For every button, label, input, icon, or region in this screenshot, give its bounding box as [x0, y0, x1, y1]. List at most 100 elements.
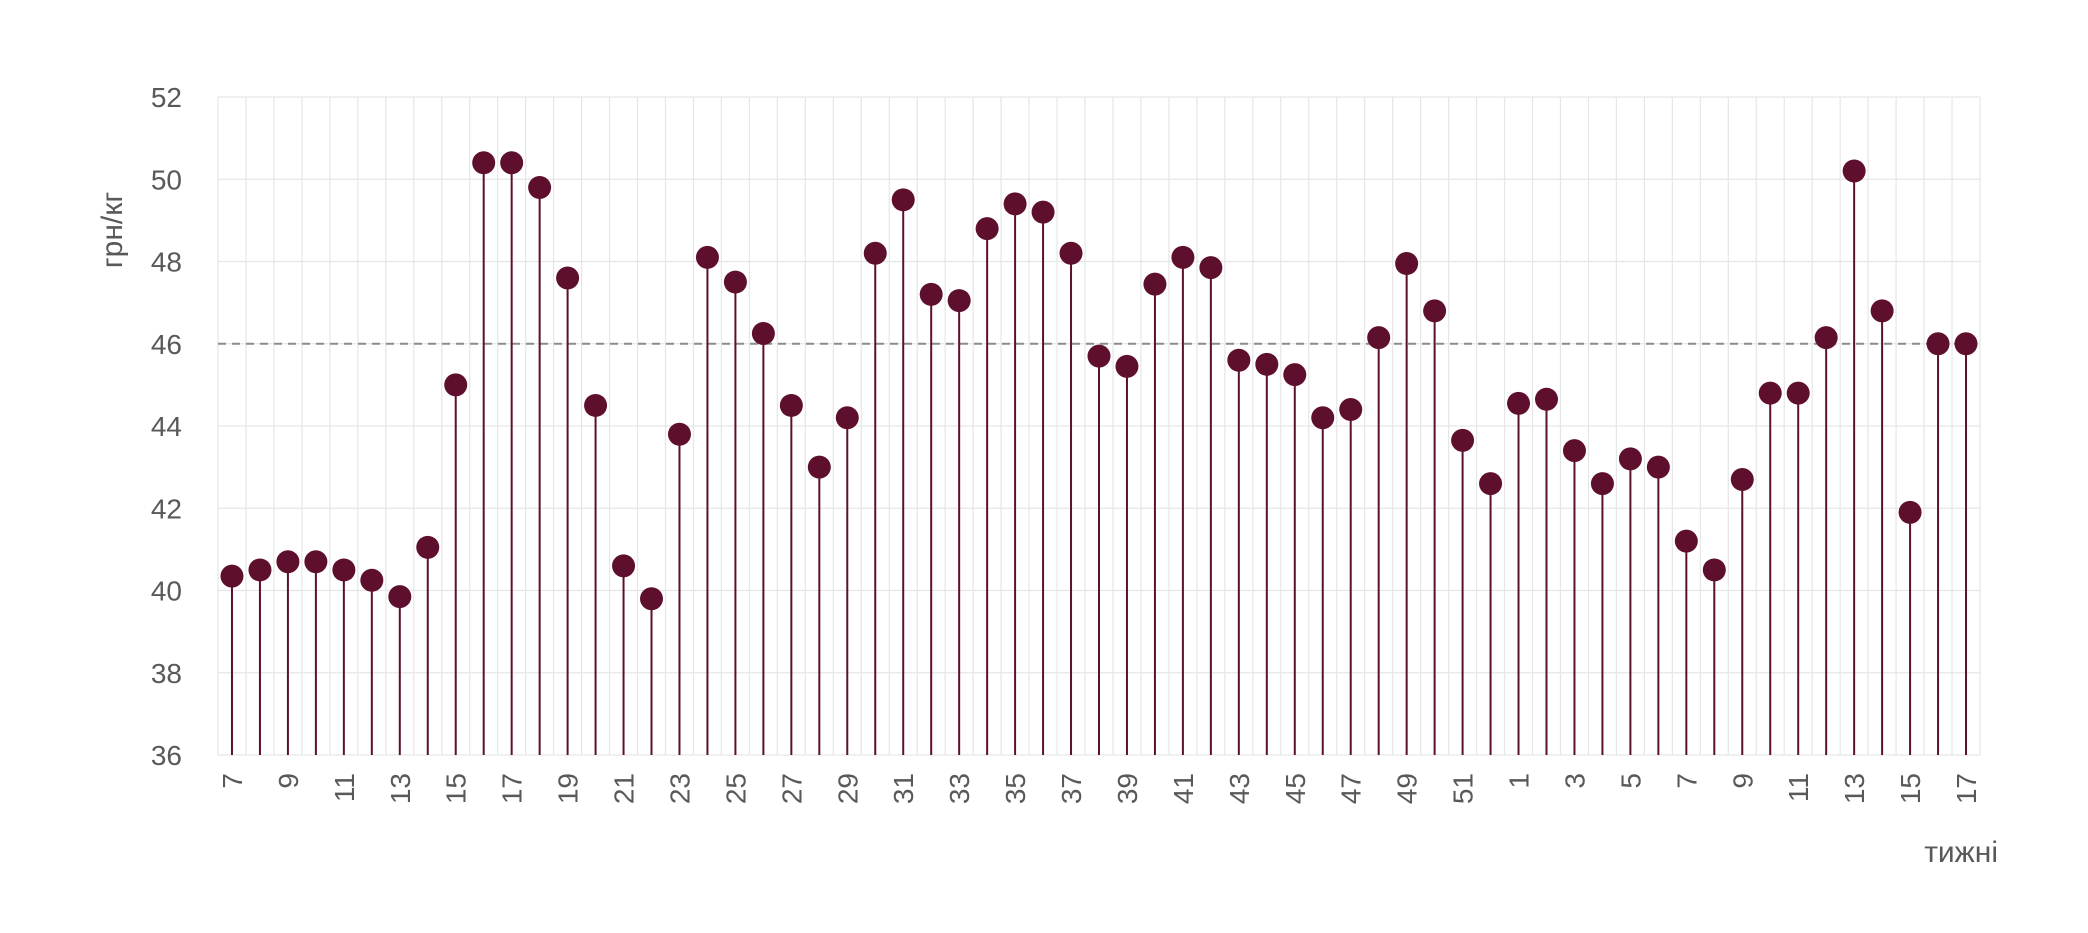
data-point [1283, 363, 1307, 387]
x-tick-label: 15 [1895, 773, 1926, 804]
data-point [1646, 455, 1670, 479]
y-tick-label: 50 [151, 164, 182, 195]
x-axis-ticks: 7 9 11 13 15 17 19 21 23 25 27 29 31 33 35 37 39 41 43 45 47… [217, 773, 1982, 804]
data-point [1199, 256, 1223, 280]
stems [230, 162, 1968, 755]
y-tick-label: 36 [151, 740, 182, 771]
data-point [723, 270, 747, 294]
data-point [1590, 472, 1614, 496]
y-axis-ticks: 36 38 40 42 44 46 48 50 52 [151, 82, 182, 771]
x-tick-label: 17 [497, 773, 528, 804]
data-point [891, 188, 915, 212]
data-point [1926, 332, 1950, 356]
x-axis-label: тижні [1924, 836, 1998, 869]
data-point [360, 568, 384, 592]
x-tick-label: 7 [217, 773, 248, 789]
x-tick-label: 31 [888, 773, 919, 804]
data-point [612, 554, 636, 578]
x-tick-label: 5 [1615, 773, 1646, 789]
data-point [1451, 428, 1475, 452]
x-tick-label: 19 [553, 773, 584, 804]
data-point [1143, 272, 1167, 296]
x-tick-label: 37 [1056, 773, 1087, 804]
data-point [584, 393, 608, 417]
data-point [1479, 472, 1503, 496]
y-tick-label: 52 [151, 82, 182, 113]
data-point [528, 175, 552, 199]
data-point [1842, 159, 1866, 183]
data-point [807, 455, 831, 479]
data-point [1003, 192, 1027, 216]
data-point [1031, 200, 1055, 224]
data-point [416, 535, 440, 559]
y-tick-label: 40 [151, 576, 182, 607]
data-point [1255, 352, 1279, 376]
data-point [1367, 326, 1391, 350]
data-point [1702, 558, 1726, 582]
data-point [779, 393, 803, 417]
data-point [1311, 406, 1335, 430]
data-point [667, 422, 691, 446]
data-point [444, 373, 468, 397]
y-axis-label: грн/кг [96, 192, 129, 269]
data-point [919, 282, 943, 306]
y-tick-label: 38 [151, 658, 182, 689]
data-point [248, 558, 272, 582]
data-point [1087, 344, 1111, 368]
data-point [1758, 381, 1782, 405]
data-point [1674, 529, 1698, 553]
data-point [1730, 467, 1754, 491]
x-tick-label: 1 [1504, 773, 1535, 789]
data-point [863, 241, 887, 265]
y-tick-label: 46 [151, 329, 182, 360]
y-tick-label: 48 [151, 247, 182, 278]
data-point [1618, 447, 1642, 471]
x-tick-label: 9 [273, 773, 304, 789]
data-point [751, 321, 775, 345]
data-point [695, 245, 719, 269]
x-tick-label: 47 [1336, 773, 1367, 804]
x-tick-label: 11 [1783, 773, 1814, 802]
data-point [500, 151, 524, 175]
data-point [1115, 354, 1139, 378]
x-tick-label: 7 [1671, 773, 1702, 789]
x-tick-label: 35 [1000, 773, 1031, 804]
data-point [556, 266, 580, 290]
points [220, 151, 1978, 611]
x-tick-label: 49 [1392, 773, 1423, 804]
x-tick-label: 33 [944, 773, 975, 804]
data-point [1395, 252, 1419, 276]
x-tick-label: 15 [441, 773, 472, 804]
x-tick-label: 9 [1727, 773, 1758, 789]
data-point [1954, 332, 1978, 356]
x-tick-label: 23 [664, 773, 695, 804]
data-point [1562, 439, 1586, 463]
x-tick-label: 21 [609, 773, 640, 804]
x-tick-label: 29 [832, 773, 863, 804]
data-point [388, 585, 412, 609]
x-tick-label: 17 [1951, 773, 1982, 804]
data-point [1339, 398, 1363, 422]
y-tick-label: 42 [151, 493, 182, 524]
x-tick-label: 43 [1224, 773, 1255, 804]
x-tick-label: 3 [1559, 773, 1590, 789]
x-tick-label: 39 [1112, 773, 1143, 804]
data-point [975, 217, 999, 241]
data-point [835, 406, 859, 430]
data-point [1786, 381, 1810, 405]
y-tick-label: 44 [151, 411, 182, 442]
x-tick-label: 13 [385, 773, 416, 804]
data-point [1059, 241, 1083, 265]
data-point [1534, 387, 1558, 411]
data-point [472, 151, 496, 175]
data-point [640, 587, 664, 611]
data-point [1507, 391, 1531, 415]
data-point [947, 289, 971, 313]
x-tick-label: 25 [720, 773, 751, 804]
x-tick-label: 27 [776, 773, 807, 804]
data-point [304, 550, 328, 574]
data-point [276, 550, 300, 574]
x-tick-label: 13 [1839, 773, 1870, 804]
